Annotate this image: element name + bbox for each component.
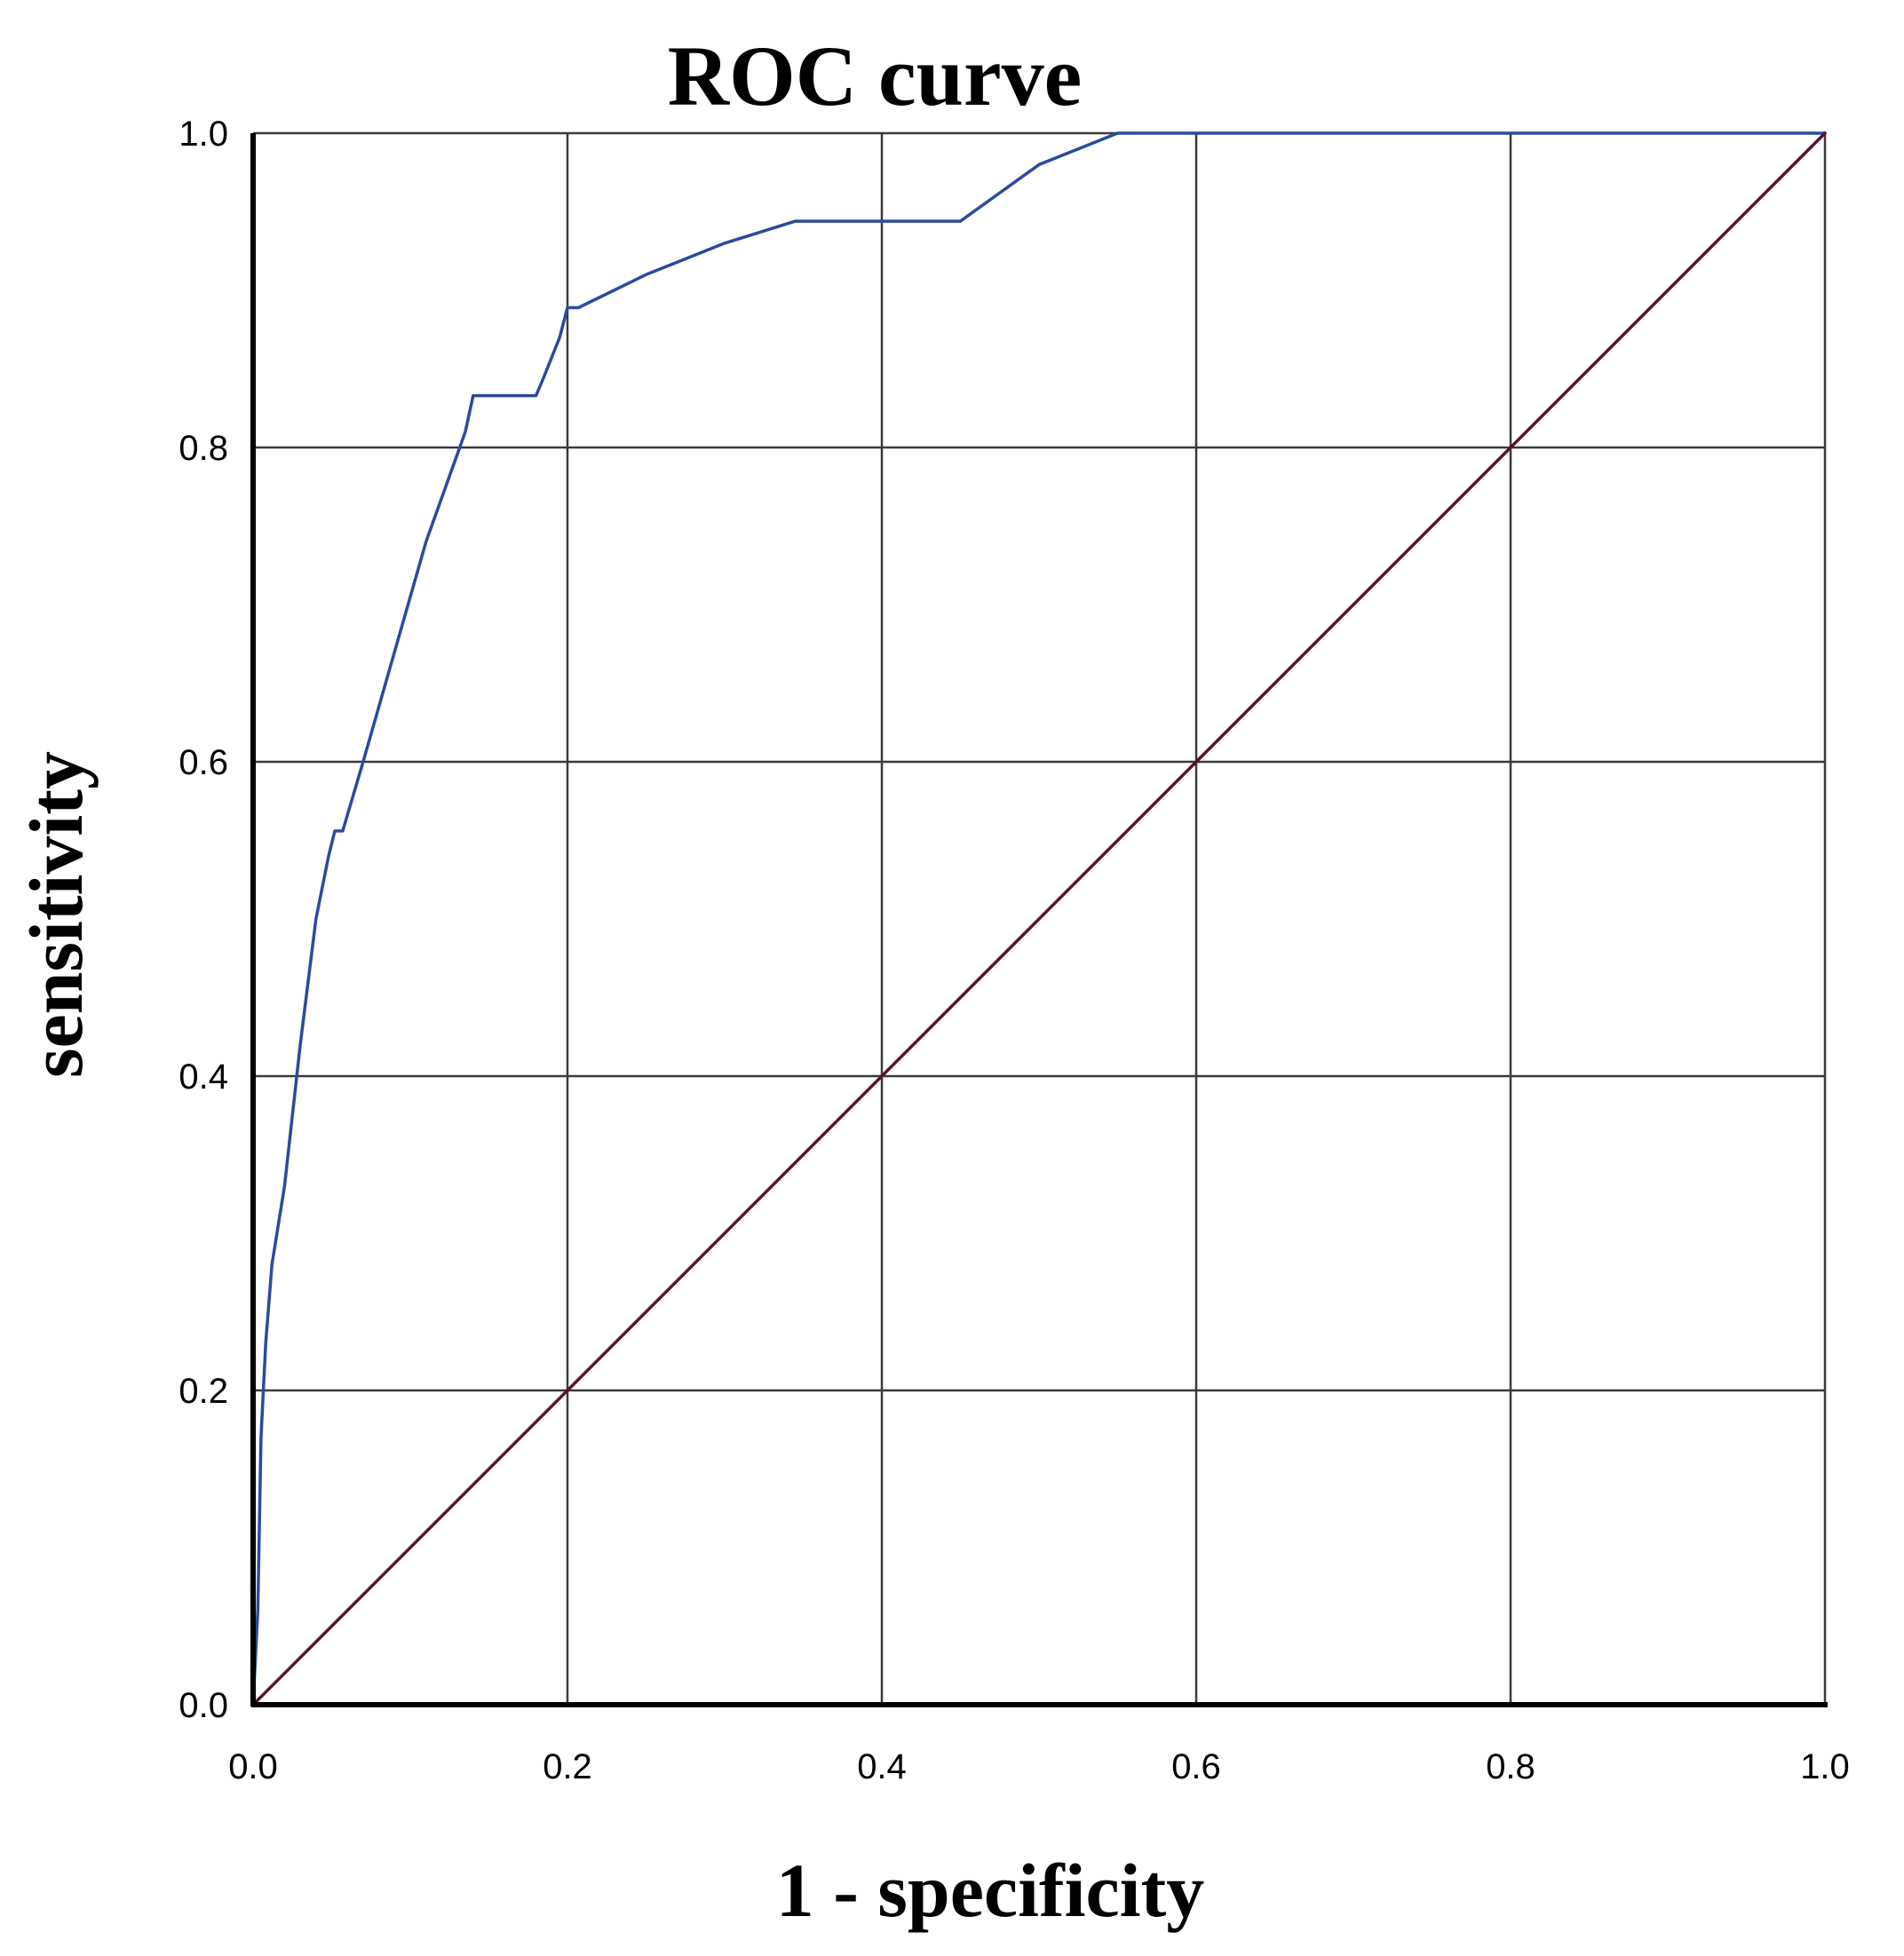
- y-tick-label: 0.8: [178, 429, 228, 468]
- y-axis-title: sensitivity: [13, 751, 99, 1078]
- x-axis-title: 1 - specificity: [776, 1848, 1204, 1933]
- x-tick-label: 0.2: [543, 1747, 592, 1786]
- x-tick-label: 1.0: [1800, 1747, 1850, 1786]
- x-tick-label: 0.8: [1486, 1747, 1535, 1786]
- x-tick-label: 0.0: [228, 1747, 278, 1786]
- roc-curve-line: [251, 131, 1827, 1707]
- axes: [250, 133, 1828, 1707]
- tick-labels: 0.0 0.2 0.4 0.6 0.8 1.0 0.0 0.2 0.4 0.6 0.8 1.0: [178, 115, 1849, 1786]
- y-tick-label: 0.4: [178, 1057, 228, 1097]
- x-tick-label: 0.4: [857, 1747, 907, 1786]
- chart-title: ROC curve: [668, 28, 1083, 123]
- series-layer: [251, 131, 1827, 1707]
- y-tick-label: 1.0: [178, 115, 228, 154]
- y-tick-label: 0.2: [178, 1372, 228, 1411]
- x-tick-label: 0.6: [1171, 1747, 1221, 1786]
- y-tick-label: 0.6: [178, 743, 228, 782]
- y-tick-label: 0.0: [178, 1686, 228, 1725]
- reference-diagonal-line: [251, 131, 1827, 1707]
